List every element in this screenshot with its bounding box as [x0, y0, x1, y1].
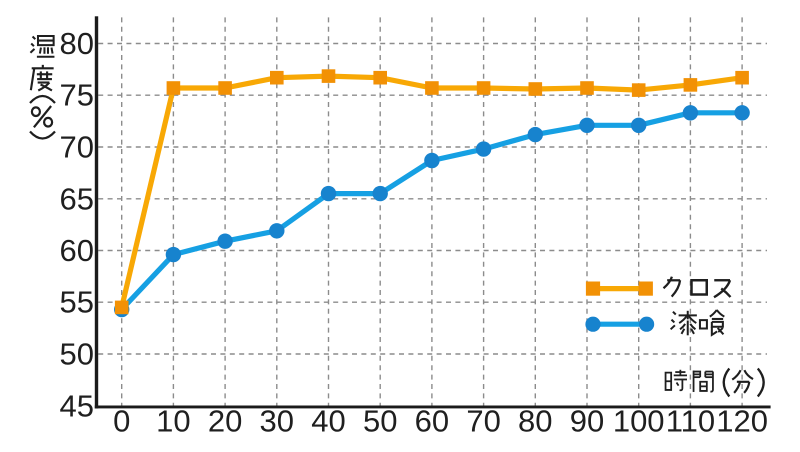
svg-text:120: 120 — [716, 404, 768, 439]
svg-text:55: 55 — [60, 285, 94, 320]
svg-text:80: 80 — [518, 404, 552, 439]
svg-text:60: 60 — [415, 404, 449, 439]
svg-text:50: 50 — [60, 337, 94, 372]
svg-text:70: 70 — [466, 404, 500, 439]
svg-text:65: 65 — [60, 181, 94, 216]
svg-text:75: 75 — [60, 78, 94, 113]
svg-text:20: 20 — [208, 404, 242, 439]
svg-text:80: 80 — [60, 26, 94, 61]
svg-text:40: 40 — [311, 404, 345, 439]
svg-text:45: 45 — [60, 388, 94, 423]
svg-text:0: 0 — [113, 404, 130, 439]
svg-text:50: 50 — [363, 404, 397, 439]
svg-text:10: 10 — [156, 404, 190, 439]
svg-text:100: 100 — [613, 404, 665, 439]
svg-text:30: 30 — [260, 404, 294, 439]
svg-text:90: 90 — [570, 404, 604, 439]
svg-text:60: 60 — [60, 233, 94, 268]
svg-text:70: 70 — [60, 130, 94, 165]
svg-text:110: 110 — [666, 404, 715, 439]
